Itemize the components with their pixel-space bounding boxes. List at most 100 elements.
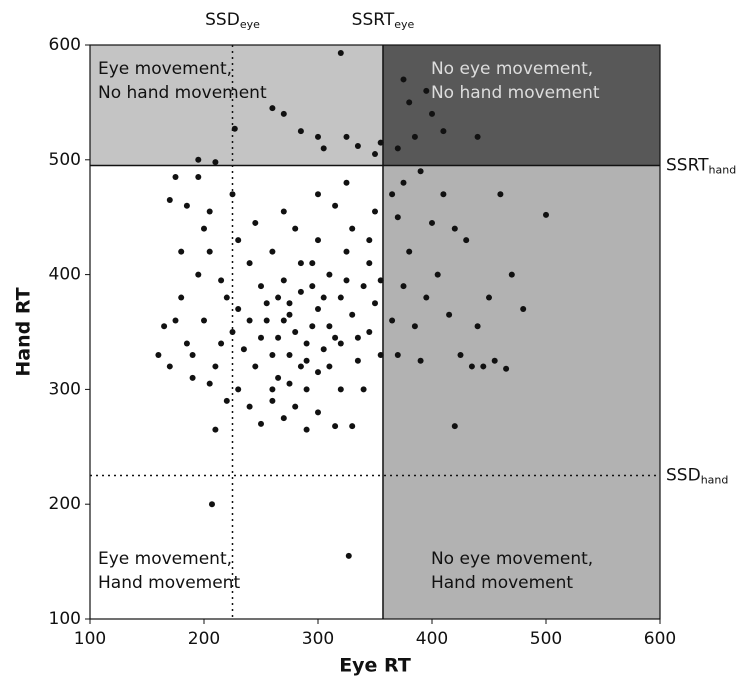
data-point [417, 357, 424, 364]
data-point [474, 323, 481, 330]
data-point [172, 174, 179, 181]
data-point [434, 271, 441, 278]
data-point [451, 423, 458, 430]
x-tick-label: 300 [302, 629, 334, 649]
data-point [246, 317, 253, 324]
data-point [343, 277, 350, 284]
data-point [343, 248, 350, 255]
data-point [429, 110, 435, 117]
data-point [189, 351, 196, 358]
data-point [252, 363, 259, 370]
data-point [303, 340, 310, 347]
y-tick-label: 300 [49, 379, 81, 399]
region-label: No eye movement, [431, 549, 593, 569]
data-point [446, 311, 453, 318]
data-point [297, 363, 304, 370]
data-point [263, 317, 270, 324]
data-point [235, 306, 242, 313]
y-tick-label: 600 [49, 35, 81, 55]
data-point [440, 128, 447, 135]
data-point [292, 403, 299, 410]
x-tick-label: 500 [530, 629, 562, 649]
data-point [315, 369, 321, 376]
data-point [497, 191, 504, 198]
data-point [543, 211, 549, 218]
data-point [309, 323, 316, 330]
data-point [235, 237, 242, 244]
data-point [400, 179, 407, 186]
data-point [326, 363, 333, 370]
data-point [201, 225, 207, 232]
data-point [155, 351, 162, 358]
data-point [229, 329, 236, 335]
region-label: No eye movement, [431, 59, 593, 79]
data-point [208, 501, 215, 508]
y-tick-label: 400 [49, 265, 81, 285]
data-point [406, 99, 413, 106]
data-point [468, 363, 475, 370]
data-point [161, 323, 168, 330]
data-point [423, 87, 430, 94]
data-point [389, 191, 396, 198]
data-point [229, 191, 236, 198]
data-point [389, 317, 396, 324]
data-point [292, 225, 299, 232]
data-point [451, 225, 458, 232]
x-tick-label: 400 [416, 629, 448, 649]
data-point [275, 294, 282, 301]
data-point [486, 294, 492, 301]
data-point [406, 248, 413, 255]
data-point [372, 300, 378, 307]
data-point [223, 294, 230, 301]
data-point [206, 248, 213, 255]
data-point [275, 374, 282, 381]
data-point [491, 357, 498, 364]
data-point [280, 277, 287, 284]
reference-label-sub: hand [701, 474, 729, 487]
reference-label-main: SSD [666, 466, 701, 486]
region-label: Hand movement [431, 573, 573, 593]
data-point [337, 340, 344, 347]
data-point [372, 208, 378, 215]
data-point [372, 151, 378, 158]
data-point [349, 311, 356, 318]
data-point [400, 283, 407, 290]
data-point [423, 294, 430, 301]
data-point [345, 552, 352, 559]
data-point [280, 415, 287, 422]
data-point [474, 133, 481, 140]
data-point [303, 386, 310, 393]
data-point [320, 145, 327, 152]
y-tick-label: 200 [49, 494, 81, 514]
data-point [377, 277, 384, 284]
data-point [343, 179, 350, 186]
data-point [309, 260, 316, 267]
region-label: No hand movement [431, 83, 600, 103]
data-point [286, 300, 293, 307]
data-point [315, 191, 321, 198]
x-axis-label: Eye RT [339, 655, 411, 677]
data-point [309, 283, 316, 290]
data-point [269, 105, 276, 112]
y-tick-label: 500 [49, 150, 81, 170]
data-point [258, 420, 264, 427]
data-point [315, 133, 321, 140]
data-point [246, 260, 253, 267]
data-point [195, 156, 202, 163]
data-point [297, 260, 304, 267]
region-shade [90, 45, 383, 166]
x-tick-label: 100 [74, 629, 106, 649]
data-point [354, 334, 361, 341]
data-point [508, 271, 515, 278]
data-point [366, 237, 373, 244]
data-point [286, 311, 293, 318]
data-point [457, 351, 464, 358]
data-point [269, 351, 276, 358]
data-point [332, 202, 339, 209]
data-point [240, 346, 247, 353]
data-point [280, 317, 287, 324]
data-point [337, 386, 344, 393]
reference-label: SSDeye [205, 10, 260, 31]
data-point [394, 214, 401, 221]
data-point [263, 300, 270, 307]
